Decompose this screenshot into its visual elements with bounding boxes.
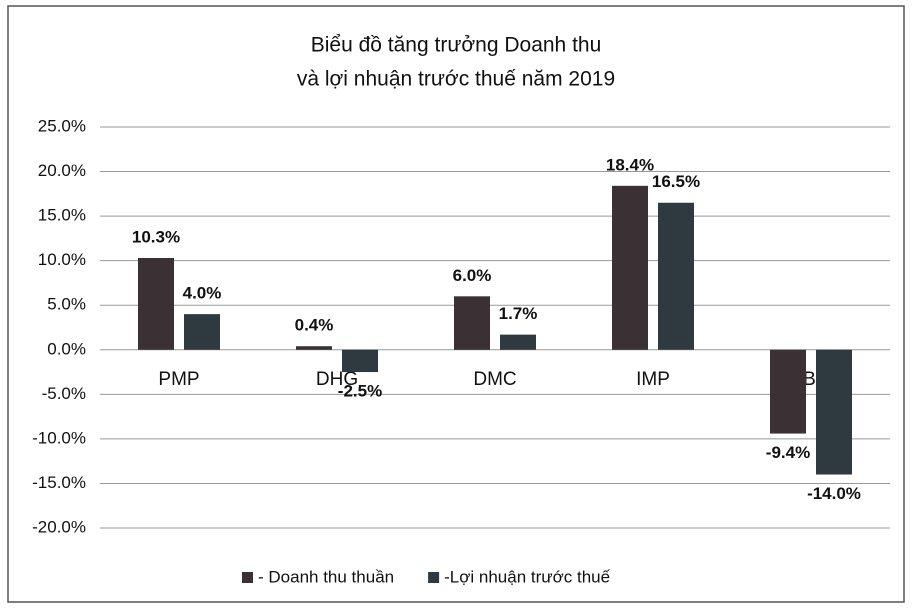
- y-tick-label: -5.0%: [42, 384, 86, 403]
- y-tick-label: 15.0%: [38, 206, 86, 225]
- y-tick-label: -15.0%: [32, 473, 86, 492]
- bar: [816, 349, 852, 475]
- y-tick-label: 5.0%: [47, 295, 86, 314]
- x-tick-label: DHG: [316, 369, 358, 390]
- bar: [342, 349, 378, 373]
- data-label: 1.7%: [499, 304, 538, 323]
- data-label: -2.5%: [338, 382, 382, 401]
- y-tick-label: 25.0%: [38, 116, 86, 135]
- data-label: -9.4%: [766, 443, 810, 462]
- data-label: 0.4%: [295, 316, 334, 335]
- bar: [658, 202, 694, 350]
- legend-label: - Doanh thu thuần: [258, 567, 394, 586]
- y-tick-label: 0.0%: [47, 339, 86, 358]
- bar: [770, 349, 806, 434]
- data-label: 16.5%: [652, 172, 700, 191]
- y-tick-label: 20.0%: [38, 161, 86, 180]
- bar: [184, 314, 220, 350]
- data-label: 10.3%: [132, 227, 180, 246]
- legend-label: -Lợi nhuận trước thuế: [444, 567, 611, 586]
- bar: [454, 296, 490, 350]
- data-label: -14.0%: [807, 484, 861, 503]
- chart-title: và lợi nhuận trước thuế năm 2019: [297, 68, 615, 91]
- y-tick-label: 10.0%: [38, 250, 86, 269]
- bar: [296, 346, 332, 350]
- y-tick-label: -10.0%: [32, 428, 86, 447]
- chart-title: Biểu đồ tăng trưởng Doanh thu: [311, 34, 602, 57]
- x-tick-label: PMP: [158, 369, 199, 390]
- data-label: 18.4%: [606, 155, 654, 174]
- data-label: 6.0%: [453, 266, 492, 285]
- legend-swatch: [428, 572, 440, 583]
- legend-swatch: [242, 572, 253, 583]
- x-tick-label: DMC: [473, 369, 516, 390]
- bar: [138, 257, 174, 350]
- data-label: 4.0%: [183, 284, 222, 303]
- bar: [612, 185, 648, 350]
- x-tick-label: IMP: [636, 369, 670, 390]
- y-tick-label: -20.0%: [32, 517, 86, 536]
- bar: [500, 334, 536, 350]
